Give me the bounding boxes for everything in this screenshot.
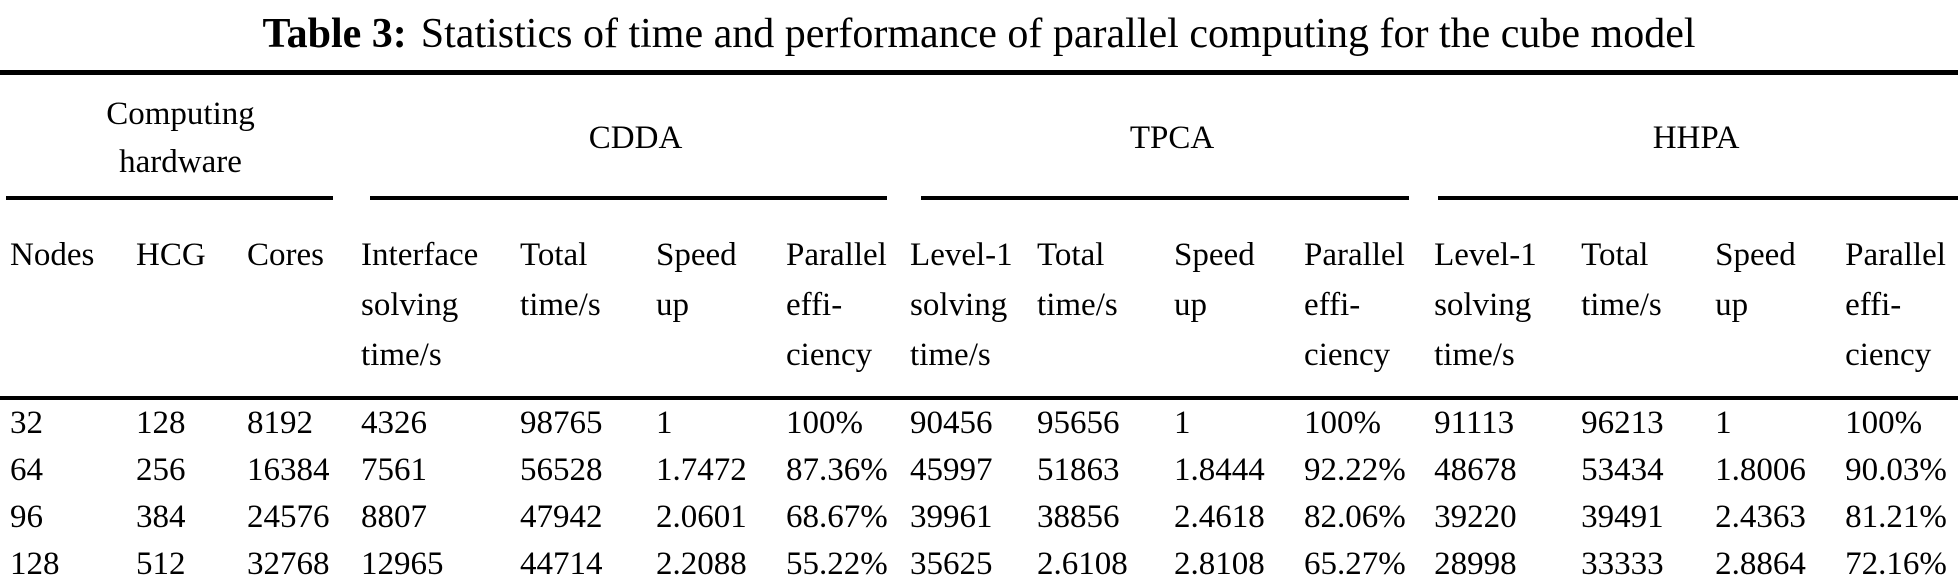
- table-cell: 2.8864: [1715, 541, 1846, 575]
- column-header-row: Nodes HCG Cores Interface solving time/s…: [0, 200, 1958, 400]
- table-cell: 28998: [1434, 541, 1582, 575]
- table-cell: 24576: [247, 499, 330, 535]
- table-cell: 1: [1174, 405, 1191, 441]
- table-cell: 39220: [1434, 499, 1517, 535]
- table-cell: 4326: [361, 405, 428, 441]
- table-cell: 384: [136, 499, 186, 535]
- column-header-tpca-parallel-efficiency: Parallel effi- ciency: [1304, 200, 1435, 400]
- table-cell: 90456: [910, 405, 993, 441]
- table-cell: 8192: [247, 405, 313, 441]
- table-cell: 2.6108: [1037, 541, 1175, 575]
- group-label-computing-hardware: Computing hardware: [106, 95, 255, 180]
- table-cell: 51863: [1037, 452, 1120, 488]
- table-cell: 128: [136, 405, 186, 441]
- table-cell: 98765: [520, 405, 603, 441]
- table-cell: 100%: [1304, 405, 1382, 441]
- column-header-cdda-interface-solving-time: Interface solving time/s: [361, 200, 521, 400]
- group-label-cdda: CDDA: [588, 119, 683, 156]
- table-cell: 1.7472: [656, 452, 747, 488]
- table-cell: 1: [656, 405, 673, 441]
- table-cell: 92.22%: [1304, 452, 1406, 488]
- column-header-nodes: Nodes: [0, 200, 136, 400]
- table-cell: 2.2088: [656, 541, 787, 575]
- table-row-96-nodes: 96 384 24576 8807 47942 2.0601 68.67% 39…: [0, 494, 1958, 541]
- table-title: Table 3: Statistics of time and performan…: [0, 0, 1958, 70]
- group-underline-tpca: [921, 196, 1410, 200]
- table-number-label: Table 3:: [262, 11, 407, 57]
- column-header-tpca-level1-solving-time: Level-1 solving time/s: [910, 200, 1038, 400]
- column-header-tpca-total-time: Total time/s: [1037, 200, 1175, 400]
- table-cell: 7561: [361, 452, 428, 488]
- column-header-tpca-speed-up: Speed up: [1174, 200, 1305, 400]
- table-cell: 55.22%: [786, 541, 911, 575]
- table-cell: 100%: [786, 405, 864, 441]
- table-cell: 39961: [910, 499, 993, 535]
- table-cell: 2.4363: [1715, 499, 1806, 535]
- group-label-tpca: TPCA: [1129, 119, 1215, 156]
- table-cell: 128: [0, 541, 136, 575]
- column-header-hhpa-speed-up: Speed up: [1715, 200, 1846, 400]
- table-cell: 96213: [1581, 405, 1664, 441]
- group-header-cdda: CDDA: [361, 73, 910, 200]
- table-cell: 12965: [361, 541, 521, 575]
- table-cell: 72.16%: [1845, 541, 1958, 575]
- table-cell: 1: [1715, 405, 1732, 441]
- table-cell: 1.8006: [1715, 452, 1806, 488]
- table-cell: 256: [136, 452, 186, 488]
- group-underline-cdda: [370, 196, 888, 200]
- group-underline-hhpa: [1438, 196, 1958, 200]
- group-header-row: Computing hardware CDDA TPCA HHPA: [0, 73, 1958, 200]
- table-cell: 48678: [1434, 452, 1517, 488]
- column-header-hhpa-total-time: Total time/s: [1581, 200, 1716, 400]
- table-row-64-nodes: 64 256 16384 7561 56528 1.7472 87.36% 45…: [0, 447, 1958, 494]
- table-cell: 96: [10, 499, 43, 535]
- table-cell: 65.27%: [1304, 541, 1435, 575]
- table-cell: 8807: [361, 499, 428, 535]
- table-cell: 39491: [1581, 499, 1664, 535]
- column-header-cores: Cores: [247, 200, 362, 400]
- table-cell: 38856: [1037, 499, 1120, 535]
- group-header-hhpa: HHPA: [1434, 73, 1958, 200]
- table-cell: 90.03%: [1845, 452, 1947, 488]
- table-cell: 91113: [1434, 405, 1515, 441]
- table-cell: 2.4618: [1174, 499, 1265, 535]
- column-header-hhpa-parallel-efficiency: Parallel effi- ciency: [1845, 200, 1958, 400]
- column-header-cdda-parallel-efficiency: Parallel effi- ciency: [786, 200, 911, 400]
- column-header-cdda-total-time: Total time/s: [520, 200, 657, 400]
- table-cell: 47942: [520, 499, 603, 535]
- table-cell: 68.67%: [786, 499, 888, 535]
- group-underline-computing-hardware: [6, 196, 334, 200]
- group-header-computing-hardware: Computing hardware: [0, 73, 361, 200]
- table-cell: 33333: [1581, 541, 1716, 575]
- table-cell: 64: [10, 452, 43, 488]
- table-row-32-nodes: 32 128 8192 4326 98765 1 100% 90456 9565…: [0, 398, 1958, 447]
- table-cell: 100%: [1845, 405, 1923, 441]
- table-cell: 81.21%: [1845, 499, 1947, 535]
- table-cell: 35625: [910, 541, 1038, 575]
- group-label-hhpa: HHPA: [1652, 119, 1740, 156]
- table-cell: 16384: [247, 452, 330, 488]
- table-cell: 32768: [247, 541, 362, 575]
- table-cell: 32: [10, 405, 43, 441]
- column-header-hhpa-level1-solving-time: Level-1 solving time/s: [1434, 200, 1582, 400]
- table-row-128-nodes: 128 512 32768 12965 44714 2.2088 55.22% …: [0, 541, 1958, 575]
- table-cell: 87.36%: [786, 452, 888, 488]
- column-header-hcg: HCG: [136, 200, 247, 400]
- table-caption-text: Statistics of time and performance of pa…: [420, 11, 1696, 57]
- statistics-table: Computing hardware CDDA TPCA HHPA Nodes …: [0, 70, 1958, 575]
- table-cell: 82.06%: [1304, 499, 1406, 535]
- table-cell: 45997: [910, 452, 993, 488]
- table-cell: 1.8444: [1174, 452, 1265, 488]
- table-cell: 2.0601: [656, 499, 747, 535]
- group-header-tpca: TPCA: [910, 73, 1434, 200]
- table-cell: 44714: [520, 541, 657, 575]
- table-cell: 56528: [520, 452, 603, 488]
- column-header-cdda-speed-up: Speed up: [656, 200, 787, 400]
- table-cell: 95656: [1037, 405, 1120, 441]
- table-cell: 512: [136, 541, 247, 575]
- table-cell: 53434: [1581, 452, 1664, 488]
- table-cell: 2.8108: [1174, 541, 1305, 575]
